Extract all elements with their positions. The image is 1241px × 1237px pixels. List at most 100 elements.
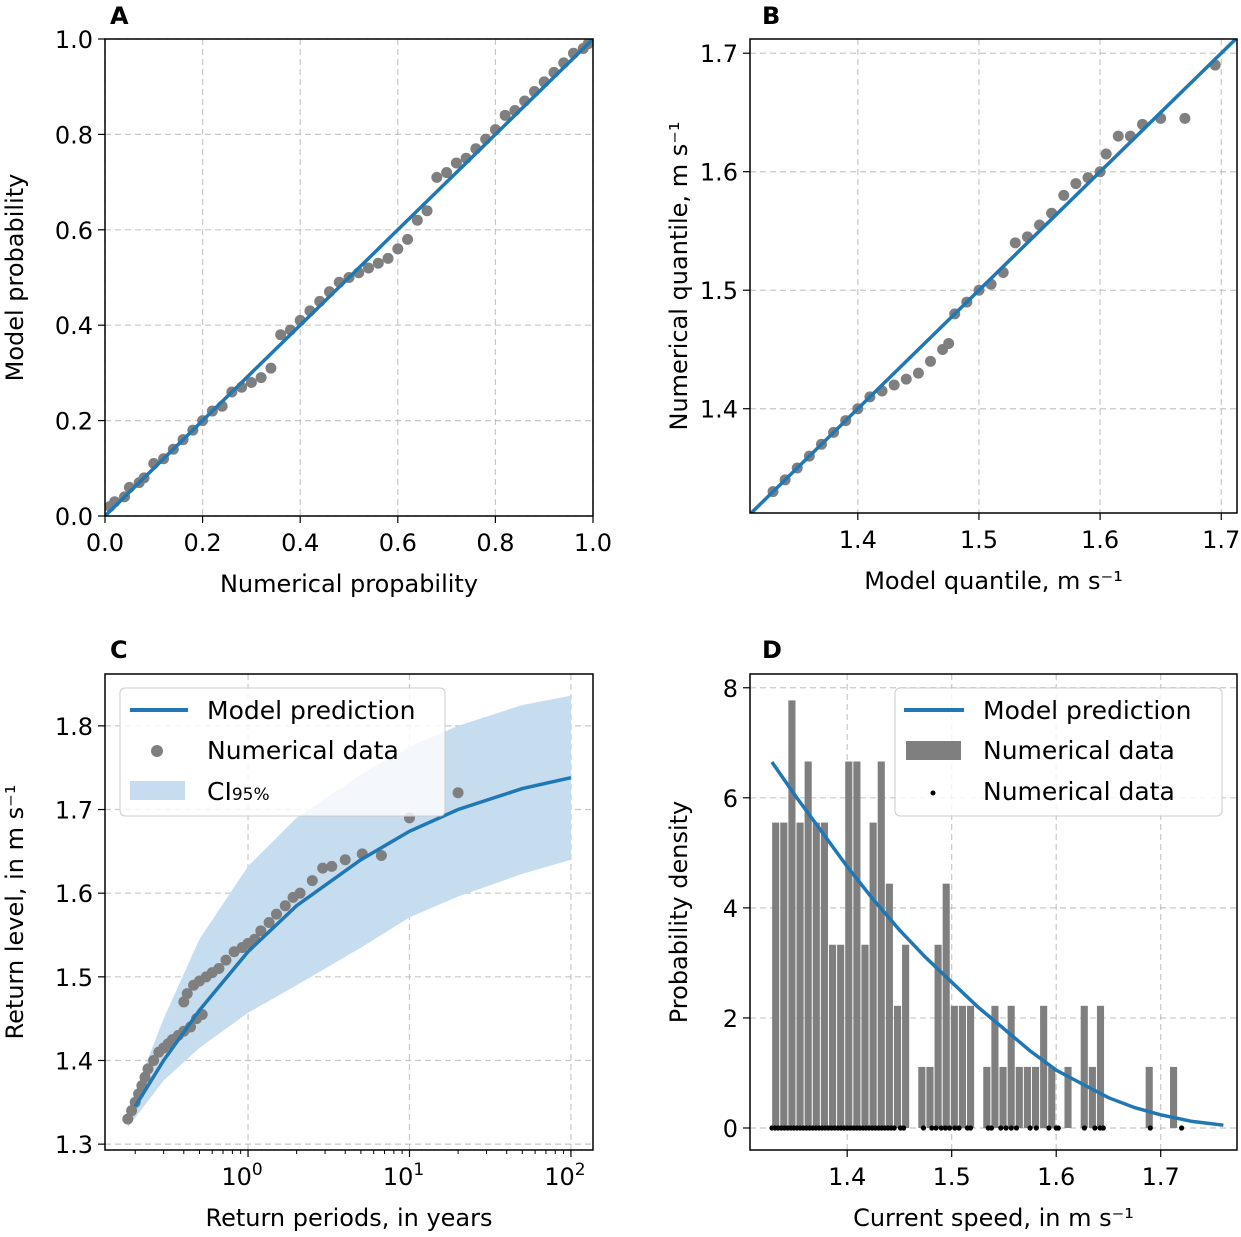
rug-point (1179, 1125, 1185, 1131)
histogram-bar (861, 944, 869, 1128)
y-axis-label-d: Probability density (665, 801, 693, 1024)
x-tick-label-c: 100 (221, 1160, 262, 1191)
data-point (181, 988, 193, 1000)
histogram-bar (1145, 1066, 1153, 1128)
histogram-bar (942, 883, 950, 1128)
legend-d-hist-label: Numerical data (983, 736, 1175, 765)
y-tick-label-c: 1.7 (55, 797, 93, 825)
histogram-bar (1007, 1005, 1015, 1128)
rug-point (942, 1125, 949, 1131)
axes-frame-c (104, 673, 594, 1151)
panel-a: 0.0 0.2 0.4 0.6 0.8 1.0 0.0 0.2 0.4 0.6 0.8 1.0 Nume… (1, 26, 612, 598)
y-tick-label-b: 1.4 (700, 396, 738, 424)
model-line (133, 775, 572, 1108)
x-tick-label-b: 1.4 (839, 526, 877, 554)
histogram-bar (1023, 1066, 1031, 1128)
histogram-bar (796, 822, 804, 1128)
x-tick-label-a: 0.0 (86, 529, 124, 557)
y-tick-label-d: 2 (723, 1005, 738, 1033)
data-point (441, 167, 453, 179)
data-point (270, 908, 282, 920)
data-point (912, 367, 924, 379)
data-point (148, 1054, 160, 1066)
y-axis-label-c: Return level, in m s⁻¹ (1, 785, 29, 1040)
histogram-bar (1088, 1066, 1096, 1128)
rug-point (998, 1125, 1004, 1131)
rug-point (1008, 1125, 1014, 1131)
histogram-bar (991, 1005, 999, 1128)
x-tick-label-a: 0.8 (476, 529, 514, 557)
plot-area-b (750, 39, 1237, 513)
x-axis-label-d: Current speed, in m s⁻¹ (853, 1204, 1134, 1232)
data-point (317, 862, 329, 874)
rug-point (956, 1125, 962, 1131)
x-axis-label-b: Model quantile, m s⁻¹ (864, 567, 1123, 595)
rug-point (1147, 1125, 1153, 1131)
y-tick-label-a: 1.0 (55, 26, 93, 54)
histogram-bar (1015, 1066, 1023, 1128)
data-point (1058, 189, 1070, 201)
rug-point (1092, 1125, 1098, 1131)
data-point (255, 925, 267, 937)
y-tick-label-d: 8 (723, 675, 738, 703)
data-point (375, 850, 387, 862)
legend-d-hist-swatch (906, 741, 961, 760)
rug-point (920, 1125, 927, 1131)
histogram-bar (950, 1005, 958, 1128)
histogram-bar (885, 883, 893, 1128)
rug-point (933, 1125, 939, 1131)
data-point (450, 157, 462, 169)
x-tick-label-c: 101 (383, 1160, 424, 1191)
rug-point (947, 1125, 953, 1131)
y-tick-label-a: 0.4 (55, 312, 93, 340)
histogram-bar (788, 700, 796, 1128)
data-point (122, 1113, 134, 1125)
data-point (245, 376, 257, 388)
histogram-bar (1080, 1005, 1088, 1128)
y-tick-label-d: 0 (723, 1115, 738, 1143)
histogram-bar (934, 944, 942, 1128)
x-tick-label-d: 1.7 (1142, 1163, 1180, 1191)
histogram-bar (902, 944, 910, 1128)
x-tick-label-d: 1.6 (1037, 1163, 1075, 1191)
data-point (1112, 130, 1124, 142)
rug-point (1046, 1125, 1052, 1131)
data-point (431, 171, 443, 183)
plot-area-a (105, 39, 593, 516)
legend-d-model-label: Model prediction (983, 696, 1191, 725)
plot-area-d (769, 700, 1224, 1131)
histogram-bar (820, 822, 828, 1128)
histogram-bar (877, 761, 885, 1128)
legend-c-data-label: Numerical data (207, 736, 399, 765)
data-point (178, 996, 190, 1008)
ci-band (127, 695, 571, 1128)
legend-d-rug-swatch (930, 790, 936, 796)
histogram-bar (828, 944, 837, 1128)
x-tick-label-a: 0.2 (184, 529, 222, 557)
y-tick-label-b: 1.6 (700, 159, 738, 187)
legend-c-model-label: Model prediction (207, 696, 415, 725)
rug-point (901, 1125, 907, 1131)
histogram-bar (1031, 1066, 1040, 1128)
y-tick-label-c: 1.3 (55, 1131, 93, 1159)
data-point (363, 262, 375, 274)
data-point (943, 338, 955, 350)
y-tick-label-c: 1.4 (55, 1047, 93, 1075)
data-point (255, 372, 267, 384)
histogram-bar (1096, 1005, 1105, 1128)
rug-point (1033, 1125, 1039, 1131)
y-axis-label-a: Model probability (1, 174, 29, 382)
histogram-bar (1170, 1066, 1178, 1128)
data-point (372, 257, 384, 269)
rug-point (967, 1125, 974, 1131)
panel-label-b: B (762, 2, 780, 30)
y-tick-label-c: 1.6 (55, 880, 93, 908)
x-tick-label-a: 1.0 (574, 529, 612, 557)
data-point (1070, 178, 1082, 190)
data-point (126, 1105, 138, 1117)
plot-area-c (122, 695, 572, 1128)
histogram-bar (918, 1066, 926, 1128)
histogram-bar (967, 1005, 975, 1128)
legend-c-data-swatch (151, 745, 163, 757)
